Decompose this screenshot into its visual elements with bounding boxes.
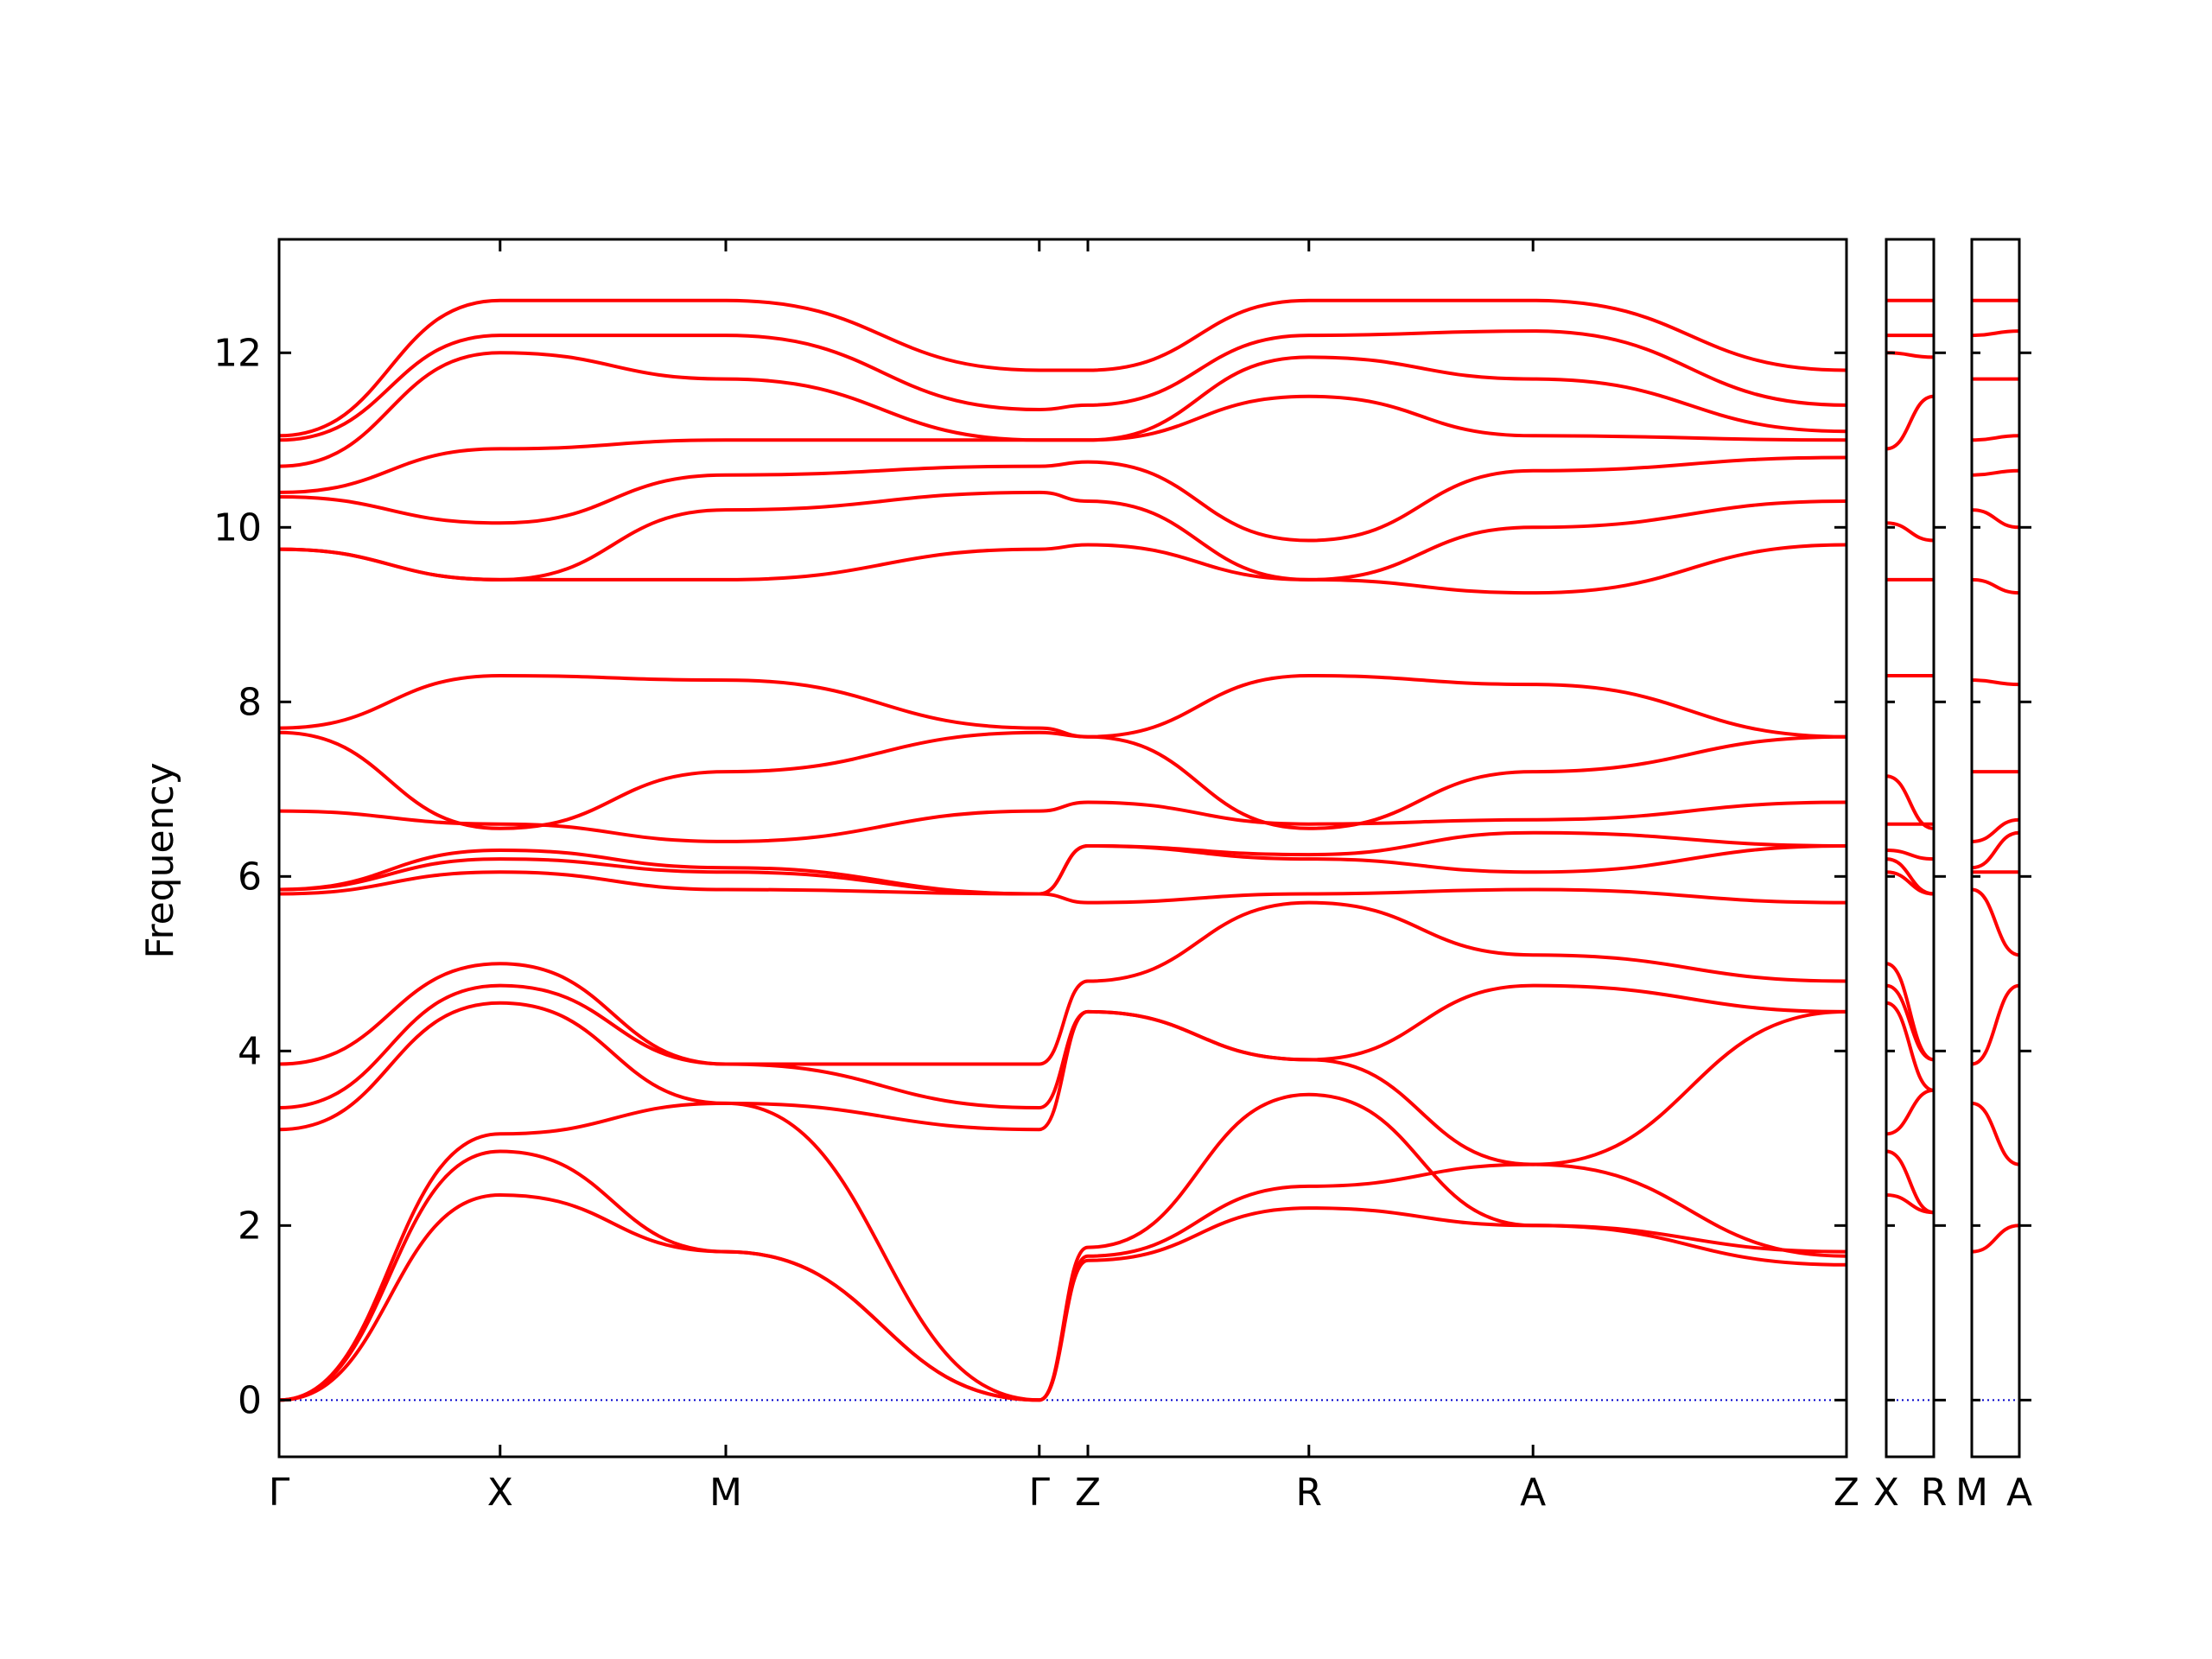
band-line xyxy=(279,983,1847,1110)
series-layer xyxy=(279,298,2019,1402)
band-line xyxy=(279,1192,1847,1402)
x-tick-label: M xyxy=(709,1471,742,1515)
x-tick-label: Γ xyxy=(269,1471,290,1515)
band-line xyxy=(1886,849,1934,861)
band-line xyxy=(279,543,1847,595)
y-tick-label: 6 xyxy=(238,855,262,899)
y-tick-label: 4 xyxy=(238,1029,262,1073)
x-tick-label: A xyxy=(2006,1471,2032,1515)
band-line xyxy=(1972,329,2019,338)
band-line xyxy=(1886,394,1934,451)
panel-frame xyxy=(1970,238,2021,1459)
band-line xyxy=(279,830,1847,896)
band-line xyxy=(1886,857,1934,896)
y-tick-label: 2 xyxy=(238,1204,262,1248)
band-line xyxy=(1972,817,2019,843)
y-axis-label: Frequency xyxy=(138,762,182,958)
band-line xyxy=(1886,1149,1934,1215)
band-line xyxy=(279,394,1847,494)
x-tick-label: R xyxy=(1296,1471,1323,1515)
panel-frames xyxy=(277,238,2021,1459)
band-line xyxy=(279,455,1847,543)
band-line xyxy=(1972,508,2019,530)
band-line xyxy=(1972,887,2019,957)
band-line xyxy=(1886,774,1934,830)
band-line xyxy=(1886,1088,1934,1136)
x-tick-label: A xyxy=(1520,1471,1546,1515)
x-tick-label: Γ xyxy=(1029,1471,1051,1515)
band-line xyxy=(1972,678,2019,687)
band-line xyxy=(1886,521,1934,543)
band-line xyxy=(279,1092,1847,1402)
x-tick-label: R xyxy=(1921,1471,1948,1515)
x-tick-label: X xyxy=(487,1471,513,1515)
x-tick-label: X xyxy=(1873,1471,1899,1515)
band-line xyxy=(1886,962,1934,1062)
x-tick-label: Z xyxy=(1075,1471,1101,1515)
band-line xyxy=(1972,1101,2019,1166)
band-line xyxy=(279,900,1847,1066)
y-tick-label: 0 xyxy=(238,1378,262,1422)
band-line xyxy=(1972,577,2019,595)
panel-frame xyxy=(277,238,1848,1459)
x-tick-label: M xyxy=(1955,1471,1988,1515)
band-line xyxy=(279,351,1847,468)
x-tick-label: Z xyxy=(1834,1471,1859,1515)
band-line xyxy=(279,298,1847,438)
panel-frame xyxy=(1885,238,1936,1459)
band-line xyxy=(279,1001,1847,1166)
band-line xyxy=(1972,468,2019,477)
band-line xyxy=(1972,830,2019,870)
band-line xyxy=(1972,434,2019,442)
band-line xyxy=(1886,1001,1934,1092)
y-tick-label: 10 xyxy=(213,505,262,550)
band-line xyxy=(279,490,1847,582)
band-line xyxy=(279,800,1847,843)
band-line xyxy=(279,730,1847,830)
band-line xyxy=(279,1149,1847,1402)
band-line xyxy=(279,673,1847,739)
band-line xyxy=(1972,1224,2019,1254)
y-tick-label: 12 xyxy=(213,331,262,375)
band-line xyxy=(279,870,1847,905)
band-line xyxy=(1972,983,2019,1066)
band-line xyxy=(279,329,1847,442)
y-tick-label: 8 xyxy=(238,680,262,724)
